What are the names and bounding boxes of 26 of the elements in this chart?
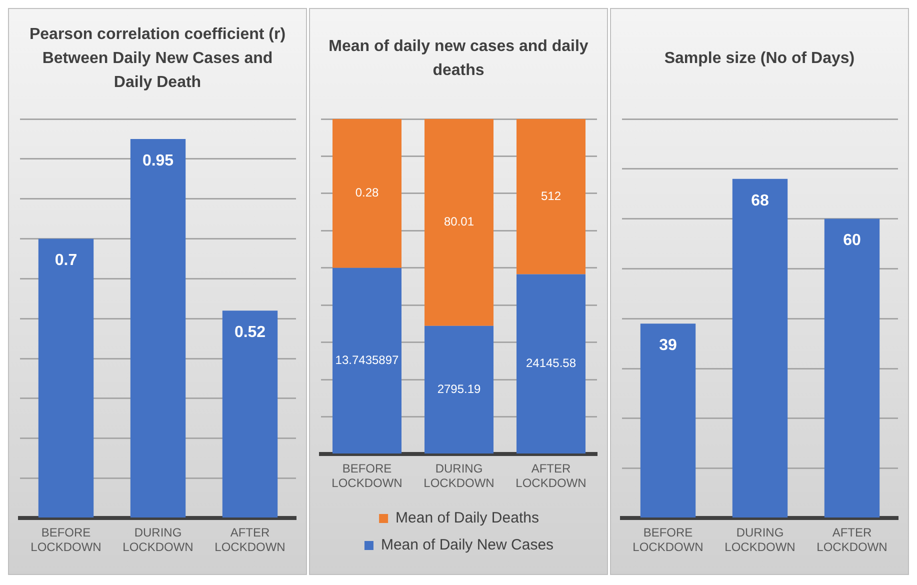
x-tick-label: BEFORE LOCKDOWN [632,526,703,554]
data-label: 39 [658,336,676,354]
data-label: 60 [842,232,860,250]
annotation: 2795.19 [436,382,481,396]
annotation: 24145.58 [525,356,576,370]
data-label: 0.7 [54,252,77,270]
data-label: 68 [750,192,768,210]
annotation: 0.28 [354,186,378,200]
x-tick-label: BEFORE LOCKDOWN [331,462,402,490]
annotation: 512 [540,188,561,203]
x-tick-label: DURING LOCKDOWN [724,526,795,554]
x-tick-label: AFTER LOCKDOWN [214,526,285,554]
x-tick-label: BEFORE LOCKDOWN [30,526,101,554]
x-tick-label: AFTER LOCKDOWN [816,526,887,554]
chart-title: Pearson correlation coefficient (r) Between Daily New Cases and Daily Death [28,25,287,93]
legend-label: Mean of Daily New Cases [380,536,554,554]
chart-title: Mean of daily new cases and daily deaths [328,37,588,81]
data-label: 0.52 [234,324,266,342]
data-label: 0.95 [142,152,174,170]
x-tick-label: DURING LOCKDOWN [122,526,193,554]
legend-label: Mean of Daily Deaths [395,510,538,527]
chart-title: Sample size (No of Days) [663,49,856,69]
x-tick-label: DURING LOCKDOWN [423,462,494,490]
annotation: 13.7435897 [334,352,399,367]
x-tick-label: AFTER LOCKDOWN [515,462,586,490]
annotation: 80.01 [443,214,474,229]
